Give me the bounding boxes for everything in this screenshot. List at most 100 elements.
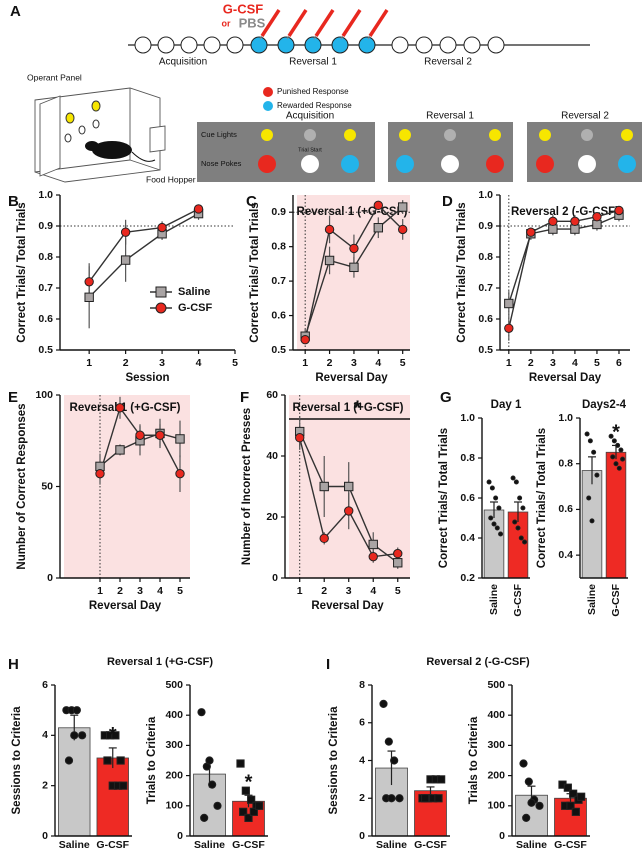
marker xyxy=(236,759,245,768)
x-tick-label: Saline xyxy=(194,839,225,851)
y-tick-label: 0.8 xyxy=(271,240,286,252)
nose-poke xyxy=(618,155,636,173)
marker xyxy=(608,433,614,439)
marker xyxy=(115,445,125,455)
y-tick-label: 0.8 xyxy=(38,251,53,263)
marker xyxy=(591,449,597,455)
y-axis-label: Trials to Criteria xyxy=(146,716,158,804)
marker xyxy=(200,813,209,822)
panel-letter: G xyxy=(440,389,452,406)
y-axis-label: Correct Trials/ Total Trials xyxy=(536,428,548,568)
treatment-shading xyxy=(64,395,190,578)
marker xyxy=(569,789,578,798)
panel-letter: B xyxy=(8,193,19,210)
y-tick-label: 0.5 xyxy=(478,344,493,356)
x-tick-label: 4 xyxy=(370,585,376,597)
x-tick-label: Saline xyxy=(59,839,90,851)
x-tick-label: G-CSF xyxy=(610,583,622,616)
cue-light xyxy=(621,129,633,141)
syringe-needle xyxy=(286,35,290,40)
marker xyxy=(249,807,258,816)
y-tick-label: 200 xyxy=(165,769,183,781)
nose-poke xyxy=(441,155,459,173)
marker xyxy=(614,205,624,216)
x-axis-label: Reversal Day xyxy=(89,600,162,612)
significance-star: * xyxy=(109,724,117,746)
y-tick-label: 100 xyxy=(35,389,53,401)
marker xyxy=(512,519,518,525)
y-tick-label: 0.6 xyxy=(271,309,286,321)
marker xyxy=(592,219,602,230)
x-tick-label: 2 xyxy=(321,585,327,597)
y-tick-label: 0.9 xyxy=(271,206,286,218)
cue-light xyxy=(261,129,273,141)
legend-label: Punished Response xyxy=(277,87,349,96)
marker xyxy=(119,781,128,790)
injection-label: G-CSF xyxy=(223,1,264,16)
significance-star: * xyxy=(245,772,253,794)
cue-light xyxy=(65,112,75,124)
cue-light xyxy=(344,129,356,141)
y-tick-label: 0.6 xyxy=(478,313,493,325)
marker xyxy=(239,807,248,816)
marker xyxy=(111,731,120,740)
marker xyxy=(566,801,575,810)
series-line xyxy=(88,208,199,283)
y-tick-label: 0.8 xyxy=(558,457,573,469)
timeline-session xyxy=(277,36,295,54)
significance-star: * xyxy=(612,422,620,444)
y-tick-label: 20 xyxy=(266,511,278,523)
marker xyxy=(571,807,580,816)
marker xyxy=(489,485,495,491)
cue-light xyxy=(539,129,551,141)
y-tick-label: 0.7 xyxy=(271,275,286,287)
chart-title: Reversal 1 (+G-CSF) xyxy=(107,656,213,668)
marker xyxy=(437,775,446,784)
timeline-session xyxy=(226,36,244,54)
marker xyxy=(548,224,558,234)
marker xyxy=(535,801,544,810)
marker xyxy=(300,334,310,345)
marker xyxy=(213,801,222,810)
y-tick-label: 300 xyxy=(165,739,183,751)
marker xyxy=(157,222,167,233)
marker xyxy=(241,786,250,795)
marker xyxy=(594,472,600,478)
panel-letter: C xyxy=(246,193,257,210)
nose-poke xyxy=(92,119,100,129)
y-tick-label: 1.0 xyxy=(478,189,493,201)
legend-label: Rewarded Response xyxy=(277,101,352,110)
marker xyxy=(504,298,514,309)
marker xyxy=(611,438,617,444)
y-axis-label: Sessions to Criteria xyxy=(11,706,23,815)
y-tick-label: 4 xyxy=(359,754,365,766)
marker xyxy=(373,223,384,233)
marker xyxy=(84,292,94,303)
x-tick-label: 5 xyxy=(232,357,238,369)
marker xyxy=(504,323,514,333)
timeline-session xyxy=(439,36,457,54)
nose-poke xyxy=(78,125,86,135)
y-tick-label: 0.4 xyxy=(558,549,573,561)
y-tick-label: 1.0 xyxy=(460,412,475,424)
x-tick-label: 4 xyxy=(157,585,163,597)
marker xyxy=(520,505,526,511)
marker xyxy=(120,227,131,237)
marker xyxy=(255,801,264,810)
or-label: or xyxy=(222,18,231,28)
timeline-session xyxy=(180,36,198,54)
y-tick-label: 2 xyxy=(359,792,365,804)
legend-marker xyxy=(155,286,167,298)
panel-letter: F xyxy=(240,389,249,406)
y-tick-label: 0.6 xyxy=(38,313,53,325)
marker xyxy=(384,737,393,746)
row-label: Nose Pokes xyxy=(201,159,242,168)
nose-poke xyxy=(486,155,504,173)
timeline-session xyxy=(134,36,152,54)
syringe xyxy=(287,9,308,37)
marker xyxy=(349,243,359,254)
panel-letter: H xyxy=(8,656,19,673)
x-tick-label: 1 xyxy=(297,585,303,597)
x-tick-label: 3 xyxy=(346,585,352,597)
y-tick-label: 60 xyxy=(266,389,278,401)
